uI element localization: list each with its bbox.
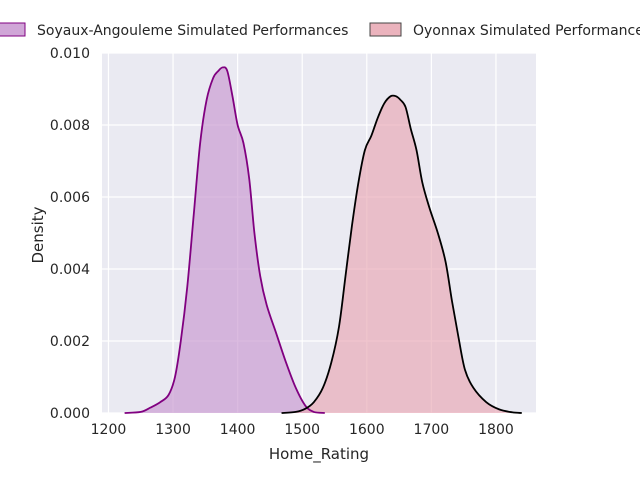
- legend-label-0: Soyaux-Angouleme Simulated Performances: [37, 23, 348, 39]
- x-axis-label: Home_Rating: [269, 445, 369, 464]
- series-area-0: [124, 67, 325, 414]
- legend-swatch-1: [369, 22, 402, 37]
- series-area-1: [281, 95, 522, 414]
- legend-label-1: Oyonnax Simulated Performances: [413, 23, 640, 39]
- x-tick-label-3: 1500: [284, 422, 320, 438]
- x-tick-label-0: 1200: [91, 422, 127, 438]
- series-line-0: [124, 66, 325, 414]
- plot-area: [102, 53, 536, 413]
- x-tick-label-4: 1600: [349, 422, 385, 438]
- series-layer: [124, 66, 522, 414]
- y-axis-label: Density: [29, 206, 47, 263]
- x-tick-label-2: 1400: [220, 422, 256, 438]
- x-tick-label-5: 1700: [414, 422, 450, 438]
- y-axis-ticks: 0.000 0.002 0.004 0.006 0.008 0.010: [50, 46, 90, 422]
- y-tick-label-0: 0.000: [50, 406, 90, 422]
- y-tick-label-1: 0.002: [50, 334, 90, 350]
- x-tick-label-1: 1300: [155, 422, 191, 438]
- y-tick-label-3: 0.006: [50, 190, 90, 206]
- legend: Soyaux-Angouleme Simulated Performances O…: [0, 22, 640, 39]
- series-line-1: [281, 94, 522, 414]
- legend-swatch-0: [0, 22, 26, 37]
- y-tick-label-4: 0.008: [50, 118, 90, 134]
- x-tick-label-6: 1800: [478, 422, 514, 438]
- x-axis-ticks: 1200 1300 1400 1500 1600 1700 1800: [91, 422, 514, 438]
- y-tick-label-2: 0.004: [50, 262, 90, 278]
- y-tick-label-5: 0.010: [50, 46, 90, 62]
